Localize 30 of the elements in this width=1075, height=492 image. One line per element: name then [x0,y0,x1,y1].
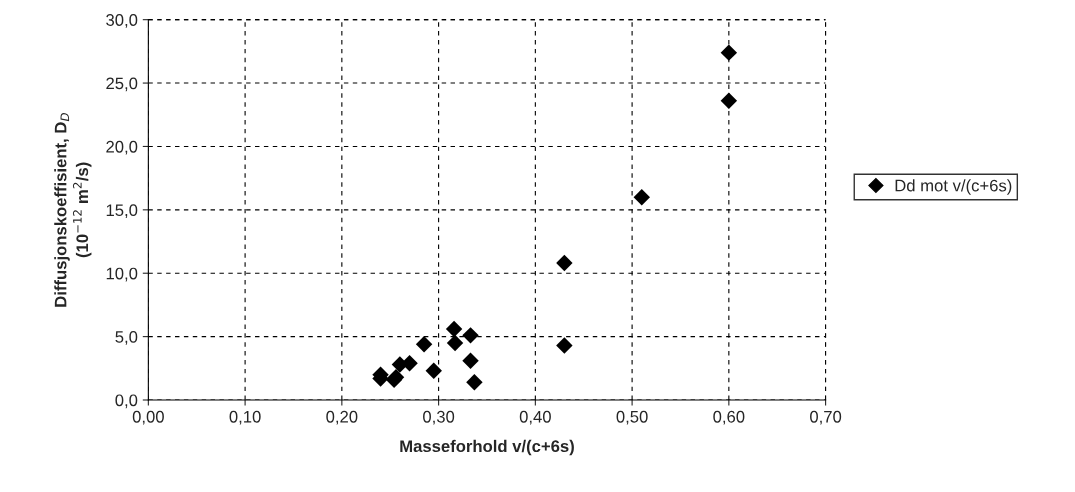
point [462,352,479,369]
y-tick-label: 0,0 [115,394,138,409]
x-tick-label: 0,20 [326,410,358,425]
point [445,320,463,338]
y-tick-label: 25,0 [106,77,138,92]
x-tick-label: 0,30 [423,410,455,425]
point [556,254,573,272]
point [415,336,433,353]
x-tick-label: 0,50 [616,410,648,425]
point [446,334,464,352]
point [462,327,479,344]
x-tick-label: 0,60 [713,410,745,425]
x-tick-label: 0,10 [229,410,261,425]
x-tick-label: 0,70 [810,410,842,425]
y-tick-label: 15,0 [106,204,138,219]
x-axis-title: Masseforhold v/(c+6s) [400,439,574,456]
x-tick-label: 0,00 [132,410,164,425]
point [720,92,738,110]
y-tick-label: 30,0 [106,14,138,28]
point [720,44,738,61]
point [466,374,483,391]
legend-label: Dd mot v/(c+6s) [895,179,1012,195]
y-tick-label: 5,0 [115,331,138,345]
y-tick-label: 20,0 [106,140,138,155]
point [633,188,650,206]
point [556,337,573,354]
x-tick-label: 0,40 [519,410,551,425]
text: Diffusjonskoeffisient, D$_{D}$ (10$^{−12}$ m$^{2}$/s) [54,113,92,307]
point [425,362,442,380]
y-tick-label: 10,0 [106,267,138,282]
